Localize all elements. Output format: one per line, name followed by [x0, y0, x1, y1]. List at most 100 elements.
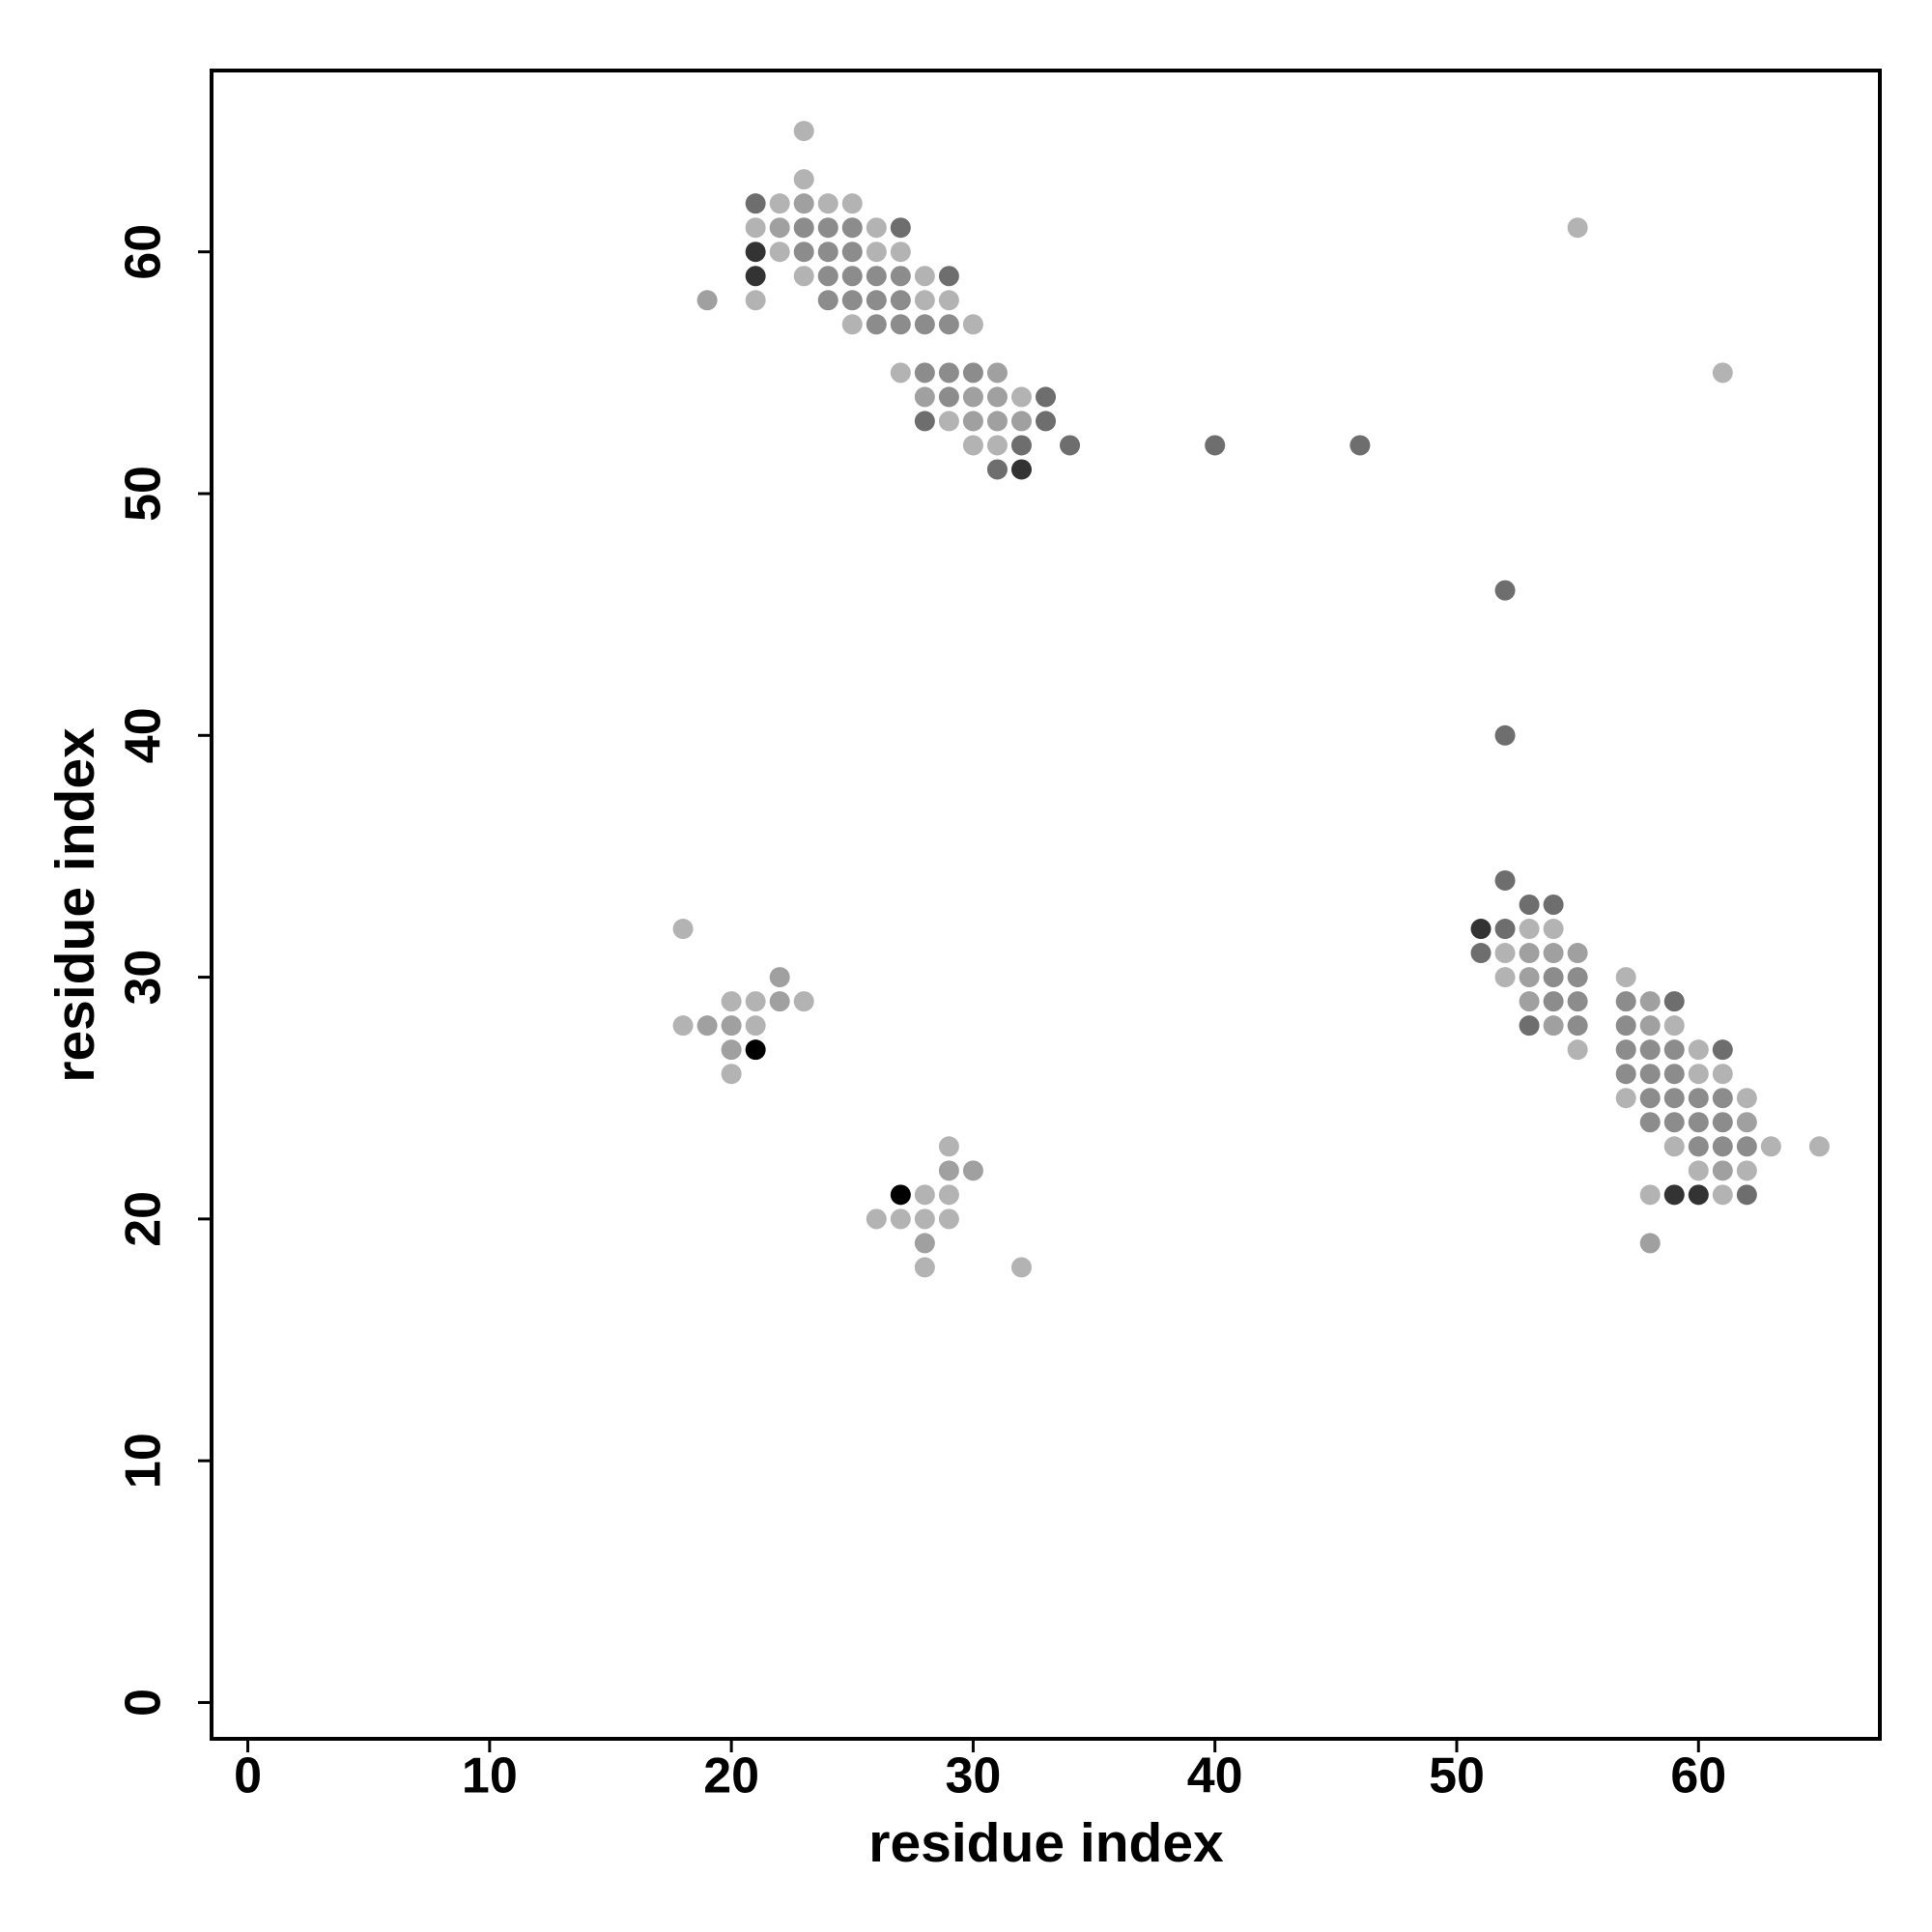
- point: [745, 266, 766, 287]
- point: [1663, 1039, 1685, 1061]
- point: [1036, 411, 1056, 432]
- point: [841, 314, 863, 335]
- point: [1712, 1184, 1733, 1206]
- point: [841, 242, 863, 263]
- point: [890, 314, 911, 335]
- point: [1663, 1088, 1685, 1109]
- point: [793, 169, 814, 190]
- point: [841, 290, 863, 311]
- point: [938, 1208, 959, 1230]
- point: [696, 290, 718, 311]
- point: [745, 193, 766, 214]
- point: [672, 1015, 694, 1037]
- point: [962, 1160, 983, 1181]
- point: [866, 266, 887, 287]
- point: [1567, 1015, 1588, 1037]
- point: [1036, 386, 1056, 408]
- point: [769, 967, 790, 988]
- y-tick-label: 60: [116, 224, 172, 280]
- point: [914, 1257, 935, 1278]
- point: [817, 266, 838, 287]
- x-tick-label: 50: [1429, 1748, 1485, 1804]
- point: [1543, 943, 1564, 964]
- point: [1519, 1015, 1540, 1037]
- point: [1663, 1112, 1685, 1133]
- point: [890, 217, 911, 239]
- point: [1494, 580, 1516, 601]
- point: [745, 217, 766, 239]
- point: [1639, 1112, 1661, 1133]
- point: [914, 290, 935, 311]
- point: [1736, 1160, 1757, 1181]
- point: [817, 217, 838, 239]
- point: [890, 266, 911, 287]
- point: [1519, 943, 1540, 964]
- x-tick-label: 40: [1187, 1748, 1243, 1804]
- point: [745, 1015, 766, 1037]
- point: [1712, 1112, 1733, 1133]
- point: [1663, 1184, 1685, 1206]
- point: [1712, 1039, 1733, 1061]
- point: [1010, 386, 1032, 408]
- point: [793, 217, 814, 239]
- point: [1567, 967, 1588, 988]
- point: [1736, 1112, 1757, 1133]
- point: [1712, 362, 1733, 384]
- point: [1736, 1088, 1757, 1109]
- point: [817, 193, 838, 214]
- point: [1688, 1088, 1709, 1109]
- x-tick-label: 20: [703, 1748, 759, 1804]
- point: [721, 991, 742, 1012]
- point: [793, 991, 814, 1012]
- point: [1543, 895, 1564, 915]
- point: [1010, 1257, 1032, 1278]
- point: [1494, 869, 1516, 891]
- point: [1494, 967, 1516, 988]
- point: [769, 193, 790, 214]
- point: [1639, 1184, 1661, 1206]
- point: [1615, 1015, 1636, 1037]
- point: [1639, 1233, 1661, 1254]
- point: [1567, 943, 1588, 964]
- point: [938, 411, 959, 432]
- point: [1543, 1015, 1564, 1037]
- point: [769, 991, 790, 1012]
- point: [721, 1064, 742, 1085]
- point: [914, 386, 935, 408]
- point: [962, 386, 983, 408]
- point: [1663, 1136, 1685, 1157]
- point: [1519, 991, 1540, 1012]
- point: [986, 386, 1008, 408]
- point: [1663, 991, 1685, 1012]
- point: [793, 121, 814, 142]
- point: [866, 290, 887, 311]
- point: [745, 991, 766, 1012]
- point: [1688, 1112, 1709, 1133]
- point: [890, 290, 911, 311]
- point: [1519, 919, 1540, 940]
- point: [1688, 1039, 1709, 1061]
- point: [841, 266, 863, 287]
- point: [1470, 919, 1492, 940]
- point: [1639, 1064, 1661, 1085]
- point: [1615, 991, 1636, 1012]
- point: [1615, 967, 1636, 988]
- point: [890, 1208, 911, 1230]
- point: [793, 193, 814, 214]
- point: [1543, 967, 1564, 988]
- point: [1519, 967, 1540, 988]
- point: [1010, 459, 1032, 480]
- point: [914, 1233, 935, 1254]
- point: [1712, 1088, 1733, 1109]
- point: [938, 1160, 959, 1181]
- point: [1519, 895, 1540, 915]
- point: [672, 919, 694, 940]
- point: [914, 411, 935, 432]
- point: [1760, 1136, 1781, 1157]
- point: [938, 386, 959, 408]
- point: [890, 1184, 911, 1206]
- point: [721, 1039, 742, 1061]
- point: [1688, 1136, 1709, 1157]
- point: [1060, 435, 1081, 456]
